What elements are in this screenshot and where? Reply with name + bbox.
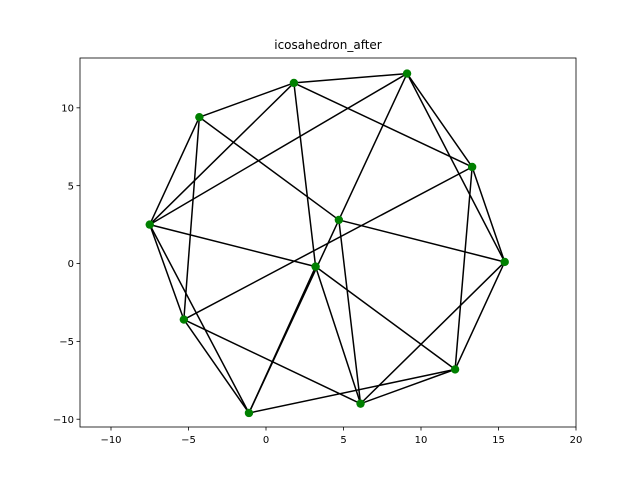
vertex-point-6 — [500, 257, 509, 267]
y-tick-label-10: 10 — [61, 103, 74, 114]
axes-frame — [79, 57, 577, 428]
vertex-point-0 — [402, 69, 412, 78]
edge-28 — [359, 368, 456, 405]
edge-5 — [198, 82, 295, 118]
edges-layer — [149, 72, 506, 414]
y-tick-label--5: −5 — [59, 337, 74, 348]
edge-19 — [149, 223, 250, 414]
edge-20 — [149, 223, 317, 268]
x-tick-label-15: 15 — [492, 435, 505, 446]
edge-8 — [149, 82, 295, 226]
axes-layer: −10 −5 0 5 10 15 20 −10 −5 0 5 10 — [53, 57, 583, 446]
edge-27 — [183, 318, 362, 405]
edge-4 — [406, 72, 506, 263]
x-tick-label--10: −10 — [100, 435, 121, 446]
vertex-point-7 — [311, 262, 320, 271]
y-tick-label--10: −10 — [53, 415, 74, 426]
edge-16 — [338, 219, 362, 405]
y-tick-label-5: 5 — [68, 181, 74, 192]
x-tick-label--5: −5 — [181, 435, 196, 446]
x-tick-label-20: 20 — [570, 435, 583, 446]
vertex-point-5 — [145, 220, 154, 229]
edge-23 — [314, 265, 456, 371]
vertex-point-10 — [356, 399, 365, 408]
edge-10 — [198, 116, 340, 221]
edge-29 — [248, 368, 456, 414]
edge-21 — [454, 261, 506, 371]
edge-24 — [314, 265, 362, 405]
chart-title: icosahedron_after — [274, 38, 382, 52]
edge-9 — [149, 116, 201, 226]
edge-7 — [293, 82, 317, 268]
vertex-point-11 — [244, 408, 254, 418]
edge-12 — [471, 166, 506, 263]
edge-14 — [454, 166, 473, 371]
x-tick-label-10: 10 — [415, 435, 428, 446]
vertex-point-4 — [334, 215, 344, 225]
edge-18 — [149, 223, 185, 321]
edge-15 — [338, 219, 506, 263]
edge-0 — [293, 72, 408, 84]
vertex-point-9 — [450, 365, 460, 374]
edge-11 — [183, 116, 201, 321]
vertex-point-2 — [195, 112, 204, 122]
edge-6 — [293, 82, 473, 168]
edge-1 — [406, 72, 473, 168]
points-layer — [145, 69, 509, 418]
vertex-point-1 — [289, 78, 299, 88]
edge-2 — [338, 72, 408, 221]
vertex-point-3 — [467, 162, 477, 172]
edge-25 — [248, 265, 317, 414]
edge-26 — [183, 318, 250, 414]
edge-22 — [359, 261, 506, 405]
x-tick-label-5: 5 — [340, 435, 346, 446]
y-tick-label-0: 0 — [68, 259, 74, 270]
vertex-point-8 — [179, 315, 189, 324]
x-tick-label-0: 0 — [263, 435, 269, 446]
